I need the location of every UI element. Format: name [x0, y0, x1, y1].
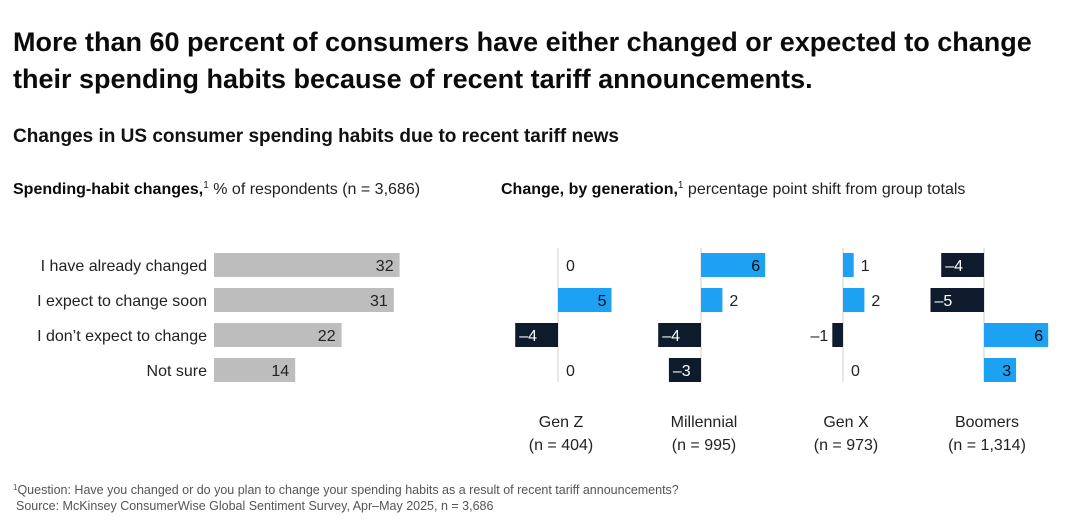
spending-bar: [214, 253, 400, 277]
shift-bar: [515, 323, 558, 347]
footnote-question-text: Question: Have you changed or do you pla…: [17, 483, 679, 497]
shift-bar: [701, 253, 766, 277]
spending-bar: [214, 358, 296, 382]
category-label: I don’t expect to change: [37, 328, 207, 345]
spending-bar: [214, 288, 394, 312]
spending-value-label: 22: [318, 328, 336, 345]
spending-value-label: 31: [370, 293, 388, 310]
shift-bar: [984, 323, 1049, 347]
shift-value-label: 2: [871, 293, 880, 310]
footnote-marker: 1: [13, 483, 18, 492]
shift-value-label: 0: [566, 258, 575, 275]
shift-value-label: –4: [519, 328, 537, 345]
spending-value-label: 32: [376, 258, 394, 275]
spending-value-label: 14: [271, 363, 289, 380]
category-label: I have already changed: [41, 258, 207, 275]
shift-value-label: –3: [673, 363, 691, 380]
right-panel-title-bold: Change, by generation,: [501, 181, 678, 198]
shift-bar: [668, 358, 701, 382]
category-label: Not sure: [147, 363, 208, 380]
shift-value-label: 0: [851, 363, 860, 380]
shift-bar: [930, 288, 984, 312]
shift-value-label: 5: [598, 293, 607, 310]
footnote-question: 1Question: Have you changed or do you pl…: [13, 483, 679, 497]
shift-value-label: –1: [811, 328, 829, 345]
left-panel-title-rest: % of respondents (n = 3,686): [208, 181, 421, 198]
generation-n-label: (n = 973): [814, 437, 878, 454]
shift-bar: [843, 288, 865, 312]
shift-bar: [558, 288, 612, 312]
left-panel-title-bold: Spending-habit changes,: [13, 181, 204, 198]
footnote-source: Source: McKinsey ConsumerWise Global Sen…: [16, 499, 494, 513]
left-panel-footnote-marker: 1: [203, 180, 209, 191]
generation-label: Gen X: [823, 414, 869, 431]
shift-value-label: 1: [861, 258, 870, 275]
shift-value-label: 6: [751, 258, 760, 275]
shift-bar: [658, 323, 701, 347]
shift-value-label: –4: [945, 258, 963, 275]
shift-bar: [701, 288, 723, 312]
shift-value-label: –5: [935, 293, 953, 310]
generation-n-label: (n = 404): [529, 437, 593, 454]
right-panel-title: Change, by generation,1 percentage point…: [501, 180, 965, 199]
spending-bar: [214, 323, 342, 347]
generation-label: Gen Z: [539, 414, 584, 431]
chart-area: I have already changed 32I expect to chan…: [37, 248, 1049, 454]
left-panel-title: Spending-habit changes,1 % of respondent…: [13, 180, 420, 199]
shift-bar: [832, 323, 843, 347]
chart-subtitle: Changes in US consumer spending habits d…: [13, 126, 619, 147]
right-panel-title-rest: percentage point shift from group totals: [683, 181, 966, 198]
shift-value-label: 0: [566, 363, 575, 380]
category-label: I expect to change soon: [37, 293, 207, 310]
right-panel-footnote-marker: 1: [677, 180, 684, 191]
shift-value-label: 6: [1034, 328, 1043, 345]
generation-label: Boomers: [955, 414, 1019, 431]
shift-bar: [984, 358, 1017, 382]
generation-n-label: (n = 995): [672, 437, 736, 454]
shift-value-label: 2: [729, 293, 738, 310]
shift-bar: [843, 253, 854, 277]
generation-label: Millennial: [671, 414, 738, 431]
shift-value-label: 3: [1002, 363, 1011, 380]
generation-n-label: (n = 1,314): [948, 437, 1026, 454]
shift-value-label: –4: [662, 328, 680, 345]
shift-bar: [941, 253, 984, 277]
headline: More than 60 percent of consumers have e…: [13, 27, 1032, 94]
